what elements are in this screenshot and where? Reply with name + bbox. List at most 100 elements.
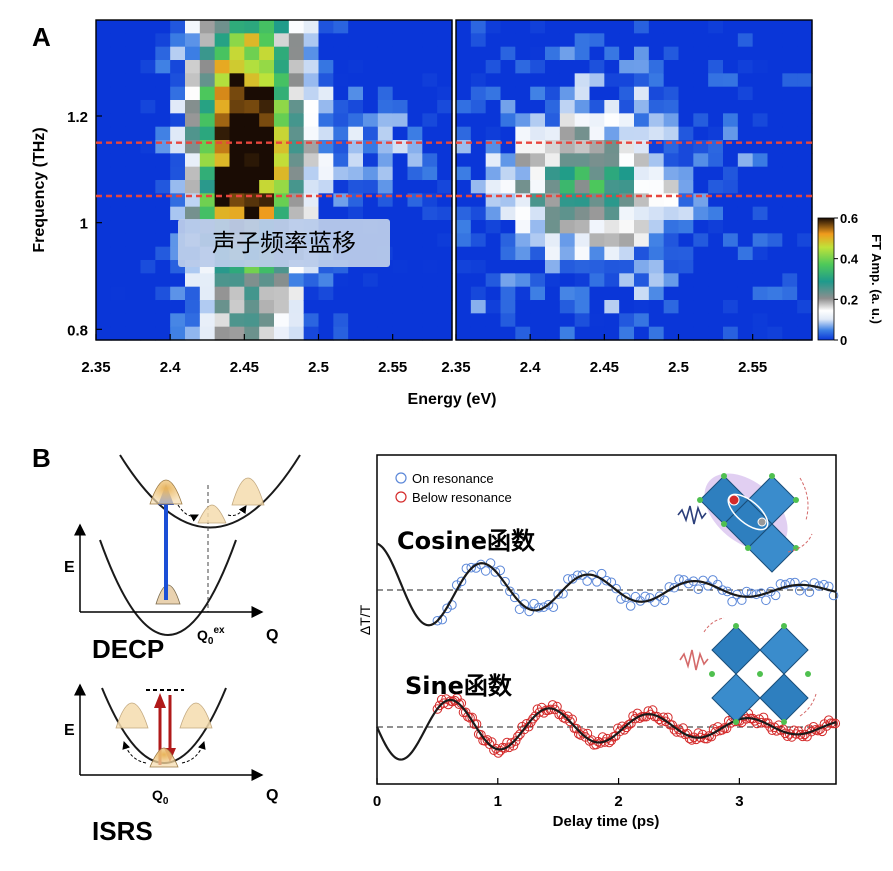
heatmap-cell [574, 326, 591, 341]
heatmap-cell [574, 166, 591, 181]
heatmap-cell [437, 206, 453, 221]
heatmap-cell [140, 166, 156, 181]
heatmap-cell [767, 60, 783, 74]
data-point [679, 575, 689, 585]
heatmap-cell [559, 260, 576, 274]
heatmap-cell [303, 33, 320, 48]
heatmap-cell [782, 60, 798, 74]
heatmap-cell [470, 326, 487, 341]
decp-excited-wavepacket-2 [197, 504, 227, 524]
heatmap-cell [752, 46, 769, 61]
heatmap-cell [244, 126, 260, 141]
heatmap-cell [155, 326, 171, 341]
atom-3 [769, 473, 775, 479]
data-point [524, 606, 534, 617]
atom-6 [793, 545, 799, 551]
heatmap-cell [752, 326, 769, 341]
heatmap-cell [723, 286, 739, 301]
heatmap-cell [708, 233, 724, 248]
heatmap-cell [648, 260, 665, 274]
heatmap-cell [619, 126, 635, 141]
heatmap-cell [559, 153, 576, 168]
heatmap-cell [407, 113, 423, 128]
heatmap-cell [274, 206, 290, 221]
heatmap-cell [96, 46, 112, 61]
heatmap-cell [244, 273, 260, 288]
heatmap-cell [485, 33, 502, 48]
heatmap-cell [515, 100, 531, 114]
heatmap-cell [663, 33, 680, 48]
atom-b2 [781, 623, 787, 629]
heatmap-cell [155, 286, 171, 301]
heatmap-cell [619, 73, 635, 88]
heatmap-cell [693, 220, 709, 234]
heatmap-cell [708, 20, 724, 34]
heatmap-cell [170, 60, 186, 74]
heatmap-cell [140, 126, 156, 141]
heatmap-cell [470, 180, 487, 194]
heatmap-cell [110, 206, 127, 221]
heatmap-cell [214, 46, 231, 61]
heatmap-cell [140, 73, 156, 88]
heatmap-cell [318, 113, 334, 128]
heatmap-cell [530, 206, 546, 221]
heatmap-cell [723, 126, 739, 141]
heatmap-cell [155, 60, 171, 74]
heatmap-cell [170, 73, 186, 88]
data-point [746, 588, 757, 599]
heatmap-cell [619, 260, 635, 274]
heatmap-cell [140, 273, 156, 288]
heatmap-cell [500, 273, 516, 288]
heatmap-cell [589, 233, 605, 248]
heatmap-cell [782, 220, 798, 234]
heatmap-cell [515, 300, 531, 314]
heatmap-cell [737, 220, 754, 234]
heatmap-cell [723, 100, 739, 114]
heatmap-cell [634, 86, 650, 101]
heatmap-cell [214, 326, 231, 341]
heatmap-cell [110, 166, 127, 181]
heatmap-cell [589, 153, 605, 168]
x-tick-label: 2.5 [308, 359, 329, 376]
data-point [463, 711, 473, 722]
heatmap-cell [199, 166, 216, 181]
heatmap-cell [303, 313, 320, 328]
heatmap-cell [723, 20, 739, 34]
heatmap-cell [288, 60, 305, 74]
heatmap-cell [185, 180, 201, 194]
heatmap-cell [708, 326, 724, 341]
heatmap-cell [678, 326, 694, 341]
heatmap-cell [377, 300, 394, 314]
heatmap-cell [589, 100, 605, 114]
heatmap-cell [363, 166, 379, 181]
heatmap-cell [377, 153, 394, 168]
data-point [780, 579, 791, 590]
y-tick-label: 1.2 [67, 109, 88, 126]
y-axis-label-a: Frequency (THz) [31, 127, 48, 252]
heatmap-cell [274, 286, 290, 301]
heatmap-cell [663, 313, 680, 328]
heatmap-cell [767, 153, 783, 168]
data-point [761, 595, 771, 606]
heatmap-cell [530, 113, 546, 128]
heatmap-cell [96, 166, 112, 181]
heatmap-cell [170, 286, 186, 301]
heatmap-cell [574, 300, 591, 314]
heatmap-cell [782, 233, 798, 248]
heatmap-cell [648, 300, 665, 314]
heatmap-cell [125, 113, 142, 128]
heatmap-cell [574, 33, 591, 48]
heatmap-cell [125, 273, 142, 288]
heatmap-cell [559, 206, 576, 221]
heatmap-cell [185, 273, 201, 288]
heatmap-cell [274, 313, 290, 328]
heatmap-cell [363, 73, 379, 88]
data-point [519, 599, 530, 609]
data-point [794, 585, 805, 596]
heatmap-cell [708, 286, 724, 301]
heatmap-cell [648, 73, 665, 88]
heatmap-cell [574, 220, 591, 234]
heatmap-cell [437, 153, 453, 168]
heatmap-cell [500, 166, 516, 181]
heatmap-cell [693, 313, 709, 328]
